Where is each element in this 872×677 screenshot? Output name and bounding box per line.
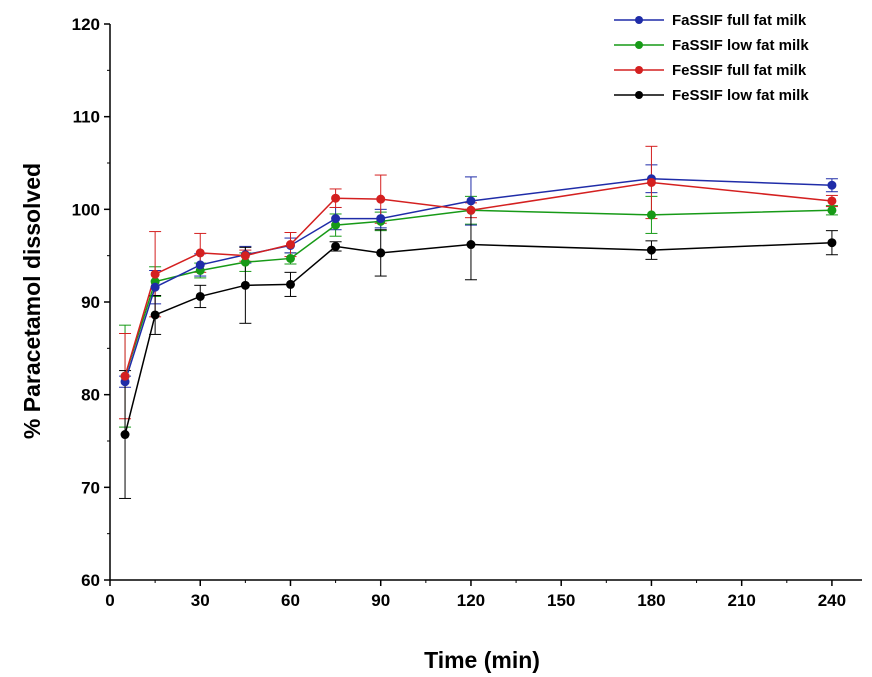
- data-point: [120, 371, 130, 381]
- data-point: [646, 245, 656, 255]
- legend-marker: [635, 91, 643, 99]
- data-point: [195, 260, 205, 270]
- data-point: [466, 196, 476, 206]
- data-point: [331, 214, 341, 224]
- x-tick-label: 240: [818, 591, 846, 610]
- data-point: [285, 253, 295, 263]
- data-point: [827, 205, 837, 215]
- data-point: [150, 269, 160, 279]
- data-point: [120, 430, 130, 440]
- legend-marker: [635, 66, 643, 74]
- legend-marker: [635, 16, 643, 24]
- x-tick-label: 180: [637, 591, 665, 610]
- data-point: [827, 238, 837, 248]
- y-tick-label: 110: [73, 108, 100, 127]
- legend-label: FaSSIF full fat milk: [672, 12, 807, 29]
- y-tick-label: 120: [72, 15, 100, 34]
- series-line: [124, 178, 832, 382]
- x-tick-label: 90: [371, 591, 390, 610]
- legend-label: FaSSIF low fat milk: [672, 37, 809, 54]
- y-tick-label: 100: [72, 200, 100, 219]
- legend: FaSSIF full fat milk FaSSIF low fat milk F…: [614, 12, 809, 104]
- data-point: [827, 180, 837, 190]
- y-tick-label: 60: [81, 571, 100, 590]
- series-line: [124, 209, 832, 377]
- x-axis-title: Time (min): [424, 647, 540, 673]
- data-point: [195, 248, 205, 258]
- legend-label: FeSSIF low fat milk: [672, 87, 809, 104]
- series-lines: [124, 178, 832, 435]
- data-point: [240, 280, 250, 290]
- x-tick-label: 120: [457, 591, 485, 610]
- data-point: [376, 214, 386, 224]
- data-point: [376, 248, 386, 258]
- x-tick-label: 30: [191, 591, 210, 610]
- data-point: [150, 310, 160, 320]
- data-point: [240, 251, 250, 261]
- x-tick-label: 0: [105, 591, 114, 610]
- series-points: [120, 174, 837, 440]
- data-point: [466, 205, 476, 215]
- error-bars: [119, 145, 838, 499]
- y-tick-label: 70: [81, 478, 100, 497]
- data-point: [646, 210, 656, 220]
- x-tick-label: 150: [547, 591, 575, 610]
- data-point: [376, 194, 386, 204]
- data-point: [827, 196, 837, 206]
- data-point: [150, 282, 160, 292]
- data-point: [331, 193, 341, 203]
- x-tick-label: 210: [727, 591, 755, 610]
- series-line: [124, 181, 832, 377]
- data-point: [285, 279, 295, 289]
- legend-marker: [635, 41, 643, 49]
- data-point: [646, 177, 656, 187]
- series-line: [124, 241, 832, 435]
- data-point: [466, 240, 476, 250]
- axes: [104, 23, 862, 586]
- legend-label: FeSSIF full fat milk: [672, 62, 807, 79]
- tick-labels: 60 70 80 90 100 110 120 0 30 60 90 120 150 180 210 240: [72, 15, 846, 610]
- x-tick-label: 60: [281, 591, 300, 610]
- data-point: [195, 291, 205, 301]
- data-point: [331, 241, 341, 251]
- data-point: [285, 240, 295, 250]
- y-tick-label: 80: [81, 386, 100, 405]
- y-axis-title: % Paracetamol dissolved: [19, 163, 45, 439]
- y-tick-label: 90: [81, 293, 100, 312]
